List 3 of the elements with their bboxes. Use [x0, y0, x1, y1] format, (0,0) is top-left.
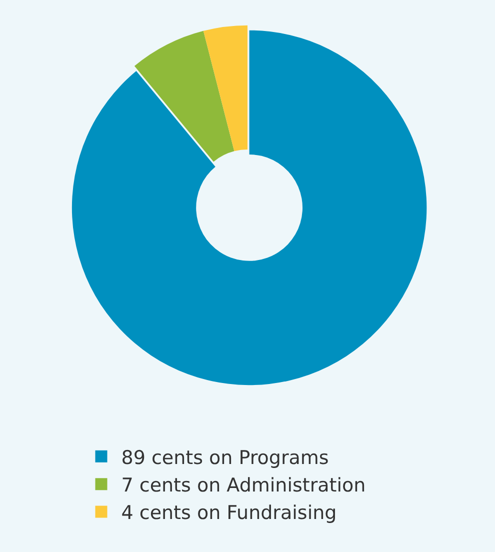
legend-label: 89 cents on Programs — [121, 446, 329, 469]
legend-label: 7 cents on Administration — [121, 474, 366, 497]
legend-label: 4 cents on Fundraising — [121, 502, 337, 524]
